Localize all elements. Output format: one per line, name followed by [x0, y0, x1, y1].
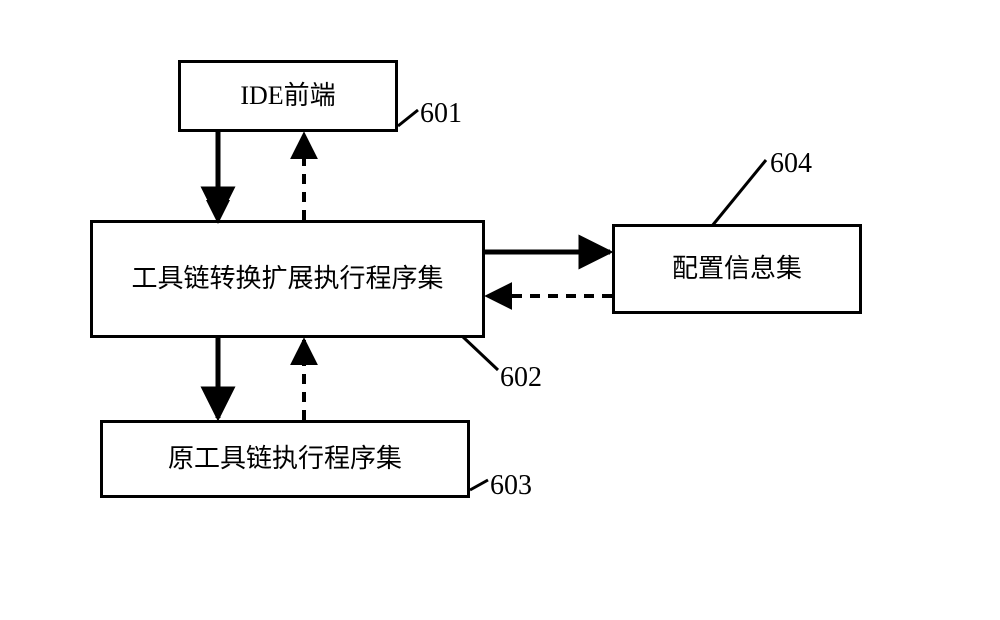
leader-604	[712, 160, 766, 226]
leader-603	[470, 480, 488, 490]
leader-601	[398, 110, 418, 126]
node-label: 配置信息集	[672, 251, 802, 286]
ref-label-text: 601	[420, 98, 462, 129]
node-ide-frontend: IDE前端	[178, 60, 398, 132]
ref-label-602: 602	[500, 362, 542, 394]
ref-label-601: 601	[420, 98, 462, 130]
ref-label-604: 604	[770, 148, 812, 180]
ref-label-603: 603	[490, 470, 532, 502]
ref-label-text: 602	[500, 362, 542, 393]
leader-602	[462, 336, 498, 370]
node-toolchain-ext-exec-set: 工具链转换扩展执行程序集	[90, 220, 485, 338]
ref-label-text: 603	[490, 470, 532, 501]
node-original-toolchain-exec-set: 原工具链执行程序集	[100, 420, 470, 498]
diagram-canvas: IDE前端 工具链转换扩展执行程序集 原工具链执行程序集 配置信息集 601 6…	[0, 0, 1000, 620]
node-label: 工具链转换扩展执行程序集	[131, 261, 443, 296]
node-label: IDE前端	[240, 78, 335, 113]
node-config-info-set: 配置信息集	[612, 224, 862, 314]
ref-label-text: 604	[770, 148, 812, 179]
node-label: 原工具链执行程序集	[168, 441, 402, 476]
